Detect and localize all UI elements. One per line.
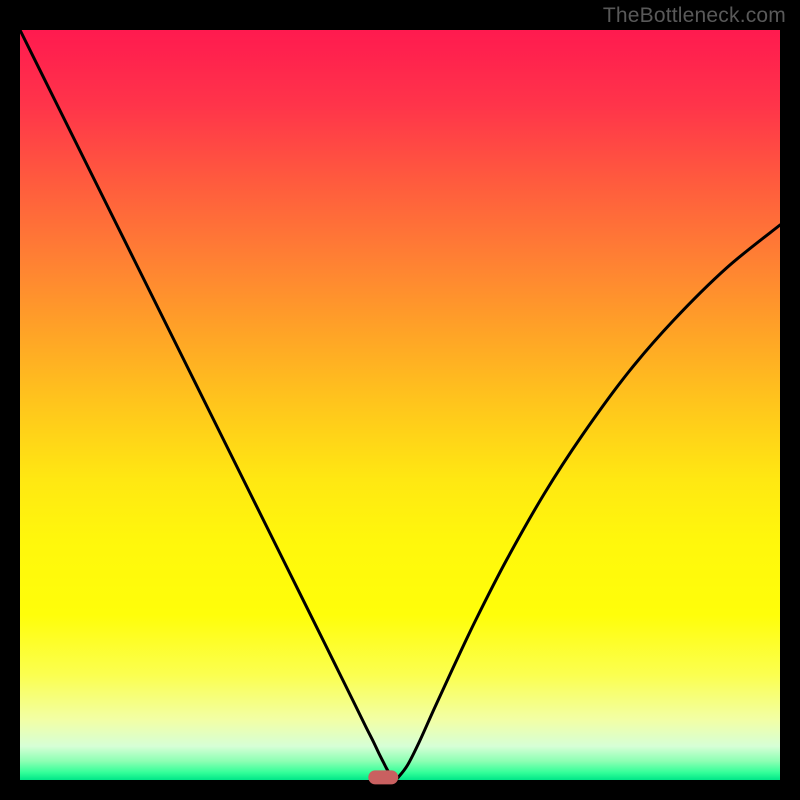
watermark-text: TheBottleneck.com [603, 4, 786, 28]
bottleneck-chart [0, 0, 800, 800]
plot-background [20, 30, 780, 780]
optimum-marker [368, 770, 398, 784]
chart-container: TheBottleneck.com [0, 0, 800, 800]
